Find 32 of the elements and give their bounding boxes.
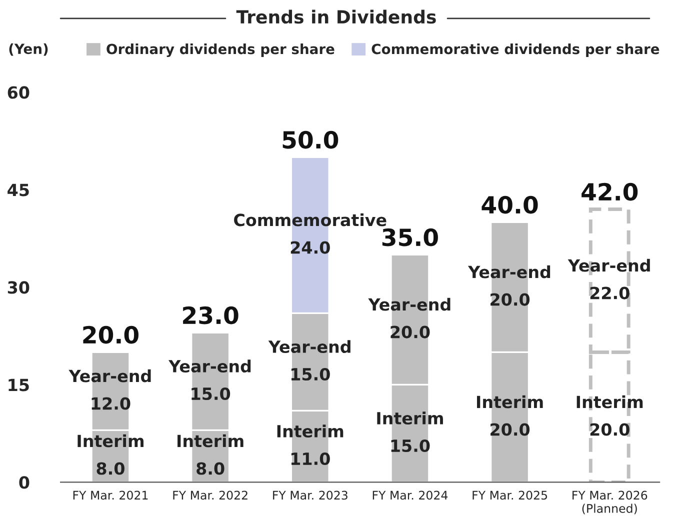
data-label: Interim 11.0 (277, 424, 344, 466)
x-tick-label: FY Mar. 2026 (Planned) (572, 490, 648, 514)
y-tick-label: 30 (8, 281, 30, 294)
data-label: Interim 8.0 (178, 434, 244, 475)
data-label: Year-end 15.0 (168, 360, 251, 400)
total-label: 40.0 (482, 196, 538, 214)
x-tick-label: FY Mar. 2023 (273, 490, 348, 500)
x-tick-label: FY Mar. 2022 (173, 490, 248, 500)
x-tick-label: FY Mar. 2025 (472, 490, 548, 500)
legend-label: Ordinary dividends per share (106, 44, 334, 58)
y-axis-title: (Yen) (9, 43, 48, 56)
y-tick-label: 15 (8, 378, 29, 392)
legend-label: Commemorative dividends per share (372, 44, 660, 57)
y-tick-label: 0 (19, 476, 30, 489)
data-label: Interim 20.0 (576, 395, 643, 436)
data-label: Year-end 12.0 (68, 369, 151, 410)
total-label: 23.0 (183, 306, 238, 324)
x-tick-label: FY Mar. 2024 (372, 490, 448, 500)
total-label: 42.0 (582, 182, 638, 201)
data-label: Interim 15.0 (377, 412, 443, 452)
data-label: Interim 8.0 (78, 434, 144, 475)
data-label: Interim 20.0 (477, 395, 543, 436)
data-label: Year-end 20.0 (368, 298, 450, 338)
total-label: 20.0 (83, 326, 138, 344)
data-label: Year-end 15.0 (268, 340, 350, 381)
x-tick-label: FY Mar. 2021 (73, 490, 148, 500)
y-tick-label: 60 (8, 86, 30, 99)
data-label: Year-end 20.0 (468, 265, 550, 306)
chart-title: Trends in Dividends (236, 10, 436, 24)
y-tick-label: 45 (8, 184, 29, 196)
data-label: Year-end 22.0 (568, 258, 650, 300)
total-label: 50.0 (282, 130, 338, 149)
